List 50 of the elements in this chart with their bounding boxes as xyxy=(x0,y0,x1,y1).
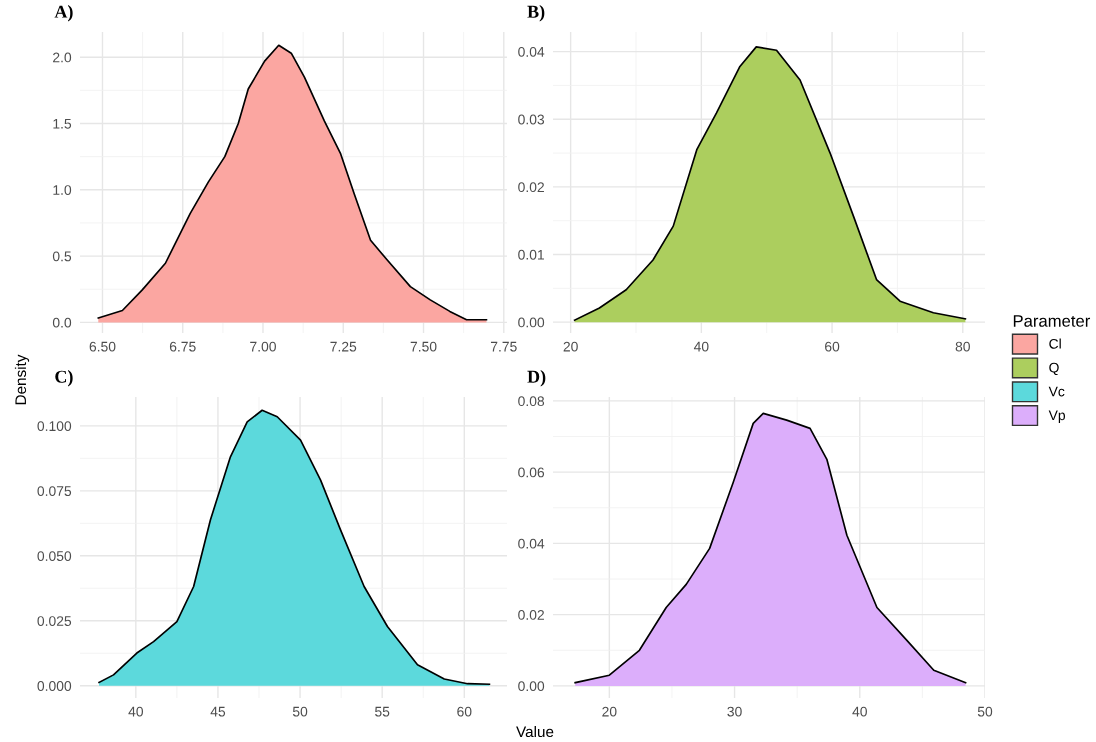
y-tick-label: 0.01 xyxy=(518,249,544,260)
x-tick-label: 80 xyxy=(955,341,970,352)
y-tick-label: 0.050 xyxy=(37,551,72,561)
y-tick-label: 0.04 xyxy=(518,46,545,57)
y-tick-label: 2.0 xyxy=(53,52,72,63)
y-tick-label: 0.00 xyxy=(518,317,545,328)
y-tick-label: 0.5 xyxy=(52,251,72,262)
y-tick-label: 0.075 xyxy=(37,486,72,496)
y-tick-label: 0.00 xyxy=(518,681,545,692)
chart-title: C) xyxy=(55,370,73,387)
y-tick-label: 0.0 xyxy=(52,317,72,328)
x-tick-label: 7.00 xyxy=(250,341,276,352)
y-tick-label: 1.5 xyxy=(53,118,72,129)
x-tick-label: 60 xyxy=(457,706,472,717)
x-tick-label: 6.75 xyxy=(169,341,196,352)
y-tick-label: 1.0 xyxy=(53,185,72,195)
y-tick-label: 0.100 xyxy=(37,421,72,432)
x-tick-label: 55 xyxy=(375,706,390,717)
x-tick-label: 45 xyxy=(210,706,226,717)
x-tick-label: 30 xyxy=(727,706,742,717)
x-tick-label: 7.75 xyxy=(490,341,517,352)
y-tick-label: 0.025 xyxy=(37,616,72,626)
chart-title: D) xyxy=(527,370,546,387)
x-tick-label: 50 xyxy=(292,706,308,717)
legend-label: Q xyxy=(1049,362,1059,376)
legend-label: Vc xyxy=(1048,386,1065,397)
x-tick-label: 40 xyxy=(128,706,144,717)
y-tick-label: 0.04 xyxy=(518,538,545,549)
chart-title: B) xyxy=(527,5,545,22)
x-tick-label: 7.25 xyxy=(330,341,357,352)
legend-title: Parameter xyxy=(1013,315,1091,327)
chart-title: A) xyxy=(54,5,73,22)
x-tick-label: 60 xyxy=(825,341,840,352)
x-tick-label: 40 xyxy=(693,341,709,352)
x-tick-label: 40 xyxy=(852,706,867,717)
y-axis-title: Density xyxy=(14,354,30,405)
y-tick-label: 0.02 xyxy=(518,609,544,620)
x-tick-label: 6.50 xyxy=(89,341,116,352)
x-tick-label: 50 xyxy=(977,706,993,717)
legend-label: Cl xyxy=(1049,338,1061,349)
legend-label: Vp xyxy=(1048,410,1066,423)
y-tick-label: 0.08 xyxy=(518,396,545,407)
x-axis-title: Value xyxy=(516,725,554,738)
x-tick-label: 7.50 xyxy=(410,341,437,352)
y-tick-label: 0.03 xyxy=(518,114,545,125)
x-tick-label: 20 xyxy=(563,341,578,352)
y-tick-label: 0.000 xyxy=(37,681,72,691)
y-tick-label: 0.06 xyxy=(518,467,545,478)
y-tick-label: 0.02 xyxy=(518,182,544,193)
x-tick-label: 20 xyxy=(602,706,617,717)
